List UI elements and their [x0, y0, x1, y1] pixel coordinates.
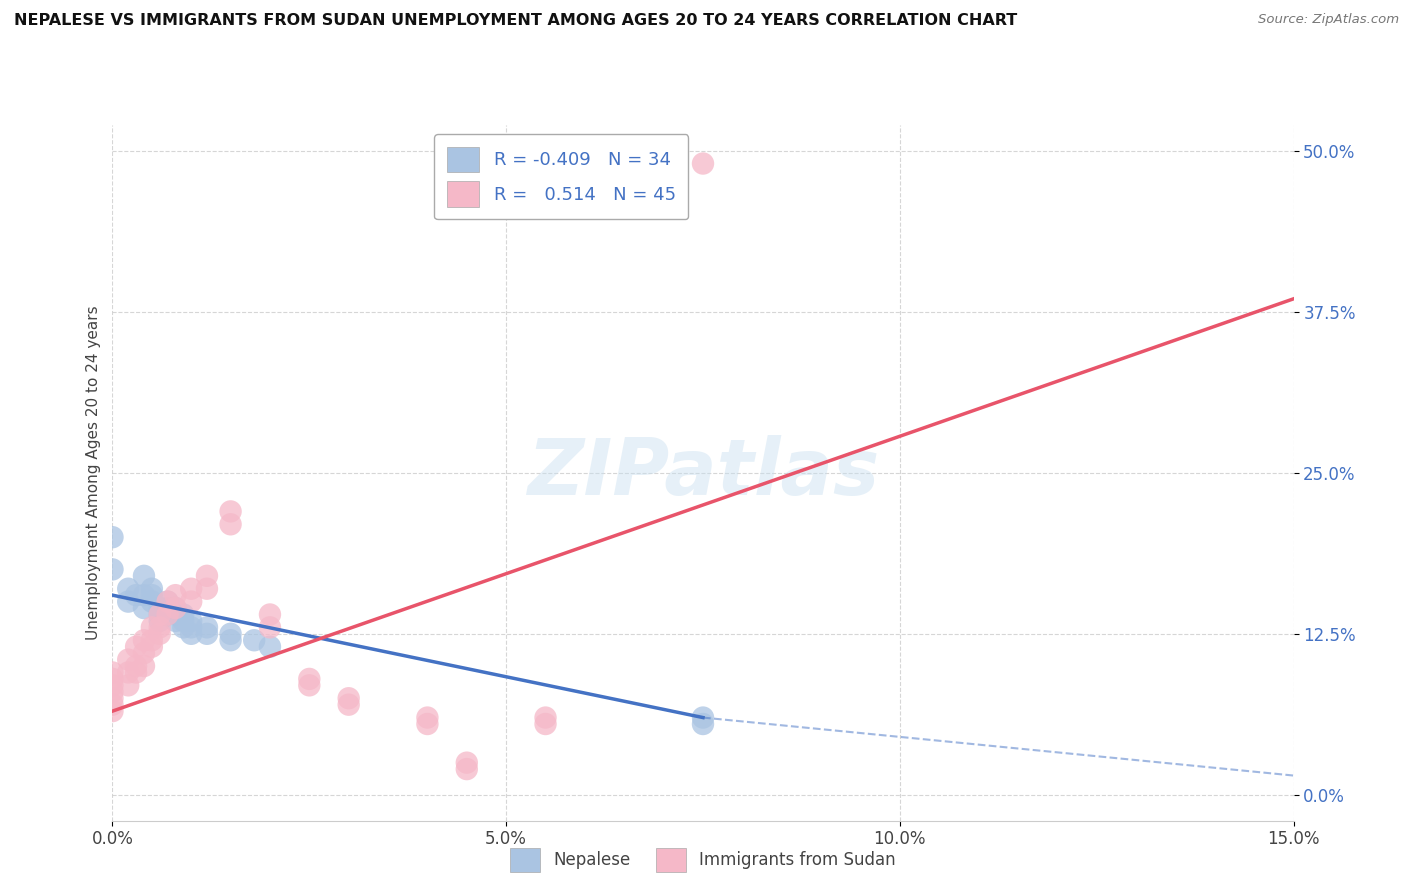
Point [156, 594, 179, 608]
Point [337, 691, 360, 706]
Point [259, 640, 281, 654]
Point [195, 620, 218, 634]
Point [149, 607, 172, 622]
Point [101, 685, 124, 699]
Point [101, 530, 124, 544]
Point [416, 717, 439, 731]
Point [125, 665, 148, 680]
Text: ZIPatlas: ZIPatlas [527, 434, 879, 511]
Point [156, 594, 179, 608]
Point [141, 620, 163, 634]
Point [101, 698, 124, 712]
Point [219, 517, 242, 532]
Point [117, 665, 139, 680]
Point [132, 601, 155, 615]
Y-axis label: Unemployment Among Ages 20 to 24 years: Unemployment Among Ages 20 to 24 years [86, 305, 101, 640]
Point [172, 614, 194, 628]
Point [101, 672, 124, 686]
Text: NEPALESE VS IMMIGRANTS FROM SUDAN UNEMPLOYMENT AMONG AGES 20 TO 24 YEARS CORRELA: NEPALESE VS IMMIGRANTS FROM SUDAN UNEMPL… [14, 13, 1018, 29]
Point [456, 756, 478, 770]
Point [132, 646, 155, 660]
Point [195, 569, 218, 583]
Point [180, 627, 202, 641]
Point [165, 588, 187, 602]
Point [456, 762, 478, 776]
Point [180, 594, 202, 608]
Point [165, 607, 187, 622]
Point [141, 594, 163, 608]
Point [180, 582, 202, 596]
Point [117, 652, 139, 666]
Point [117, 678, 139, 692]
Point [692, 156, 714, 170]
Point [132, 569, 155, 583]
Point [132, 659, 155, 673]
Point [101, 691, 124, 706]
Point [298, 678, 321, 692]
Point [101, 704, 124, 718]
Point [132, 633, 155, 648]
Point [259, 620, 281, 634]
Point [156, 607, 179, 622]
Point [149, 601, 172, 615]
Point [180, 620, 202, 634]
Legend: Nepalese, Immigrants from Sudan: Nepalese, Immigrants from Sudan [501, 838, 905, 882]
Point [692, 710, 714, 724]
Point [141, 582, 163, 596]
Point [692, 717, 714, 731]
Point [219, 504, 242, 518]
Point [165, 601, 187, 615]
Point [149, 627, 172, 641]
Point [149, 620, 172, 634]
Point [172, 620, 194, 634]
Point [117, 582, 139, 596]
Point [101, 562, 124, 576]
Point [180, 614, 202, 628]
Point [149, 607, 172, 622]
Point [149, 614, 172, 628]
Point [125, 659, 148, 673]
Point [298, 672, 321, 686]
Point [141, 633, 163, 648]
Point [125, 640, 148, 654]
Point [101, 678, 124, 692]
Point [132, 588, 155, 602]
Point [219, 633, 242, 648]
Point [219, 627, 242, 641]
Point [534, 717, 557, 731]
Point [195, 627, 218, 641]
Point [195, 582, 218, 596]
Point [243, 633, 266, 648]
Point [337, 698, 360, 712]
Point [141, 588, 163, 602]
Text: Source: ZipAtlas.com: Source: ZipAtlas.com [1258, 13, 1399, 27]
Point [534, 710, 557, 724]
Point [156, 607, 179, 622]
Point [172, 607, 194, 622]
Point [416, 710, 439, 724]
Point [165, 601, 187, 615]
Point [141, 640, 163, 654]
Point [125, 588, 148, 602]
Point [156, 601, 179, 615]
Point [165, 614, 187, 628]
Point [101, 665, 124, 680]
Point [117, 594, 139, 608]
Point [259, 607, 281, 622]
